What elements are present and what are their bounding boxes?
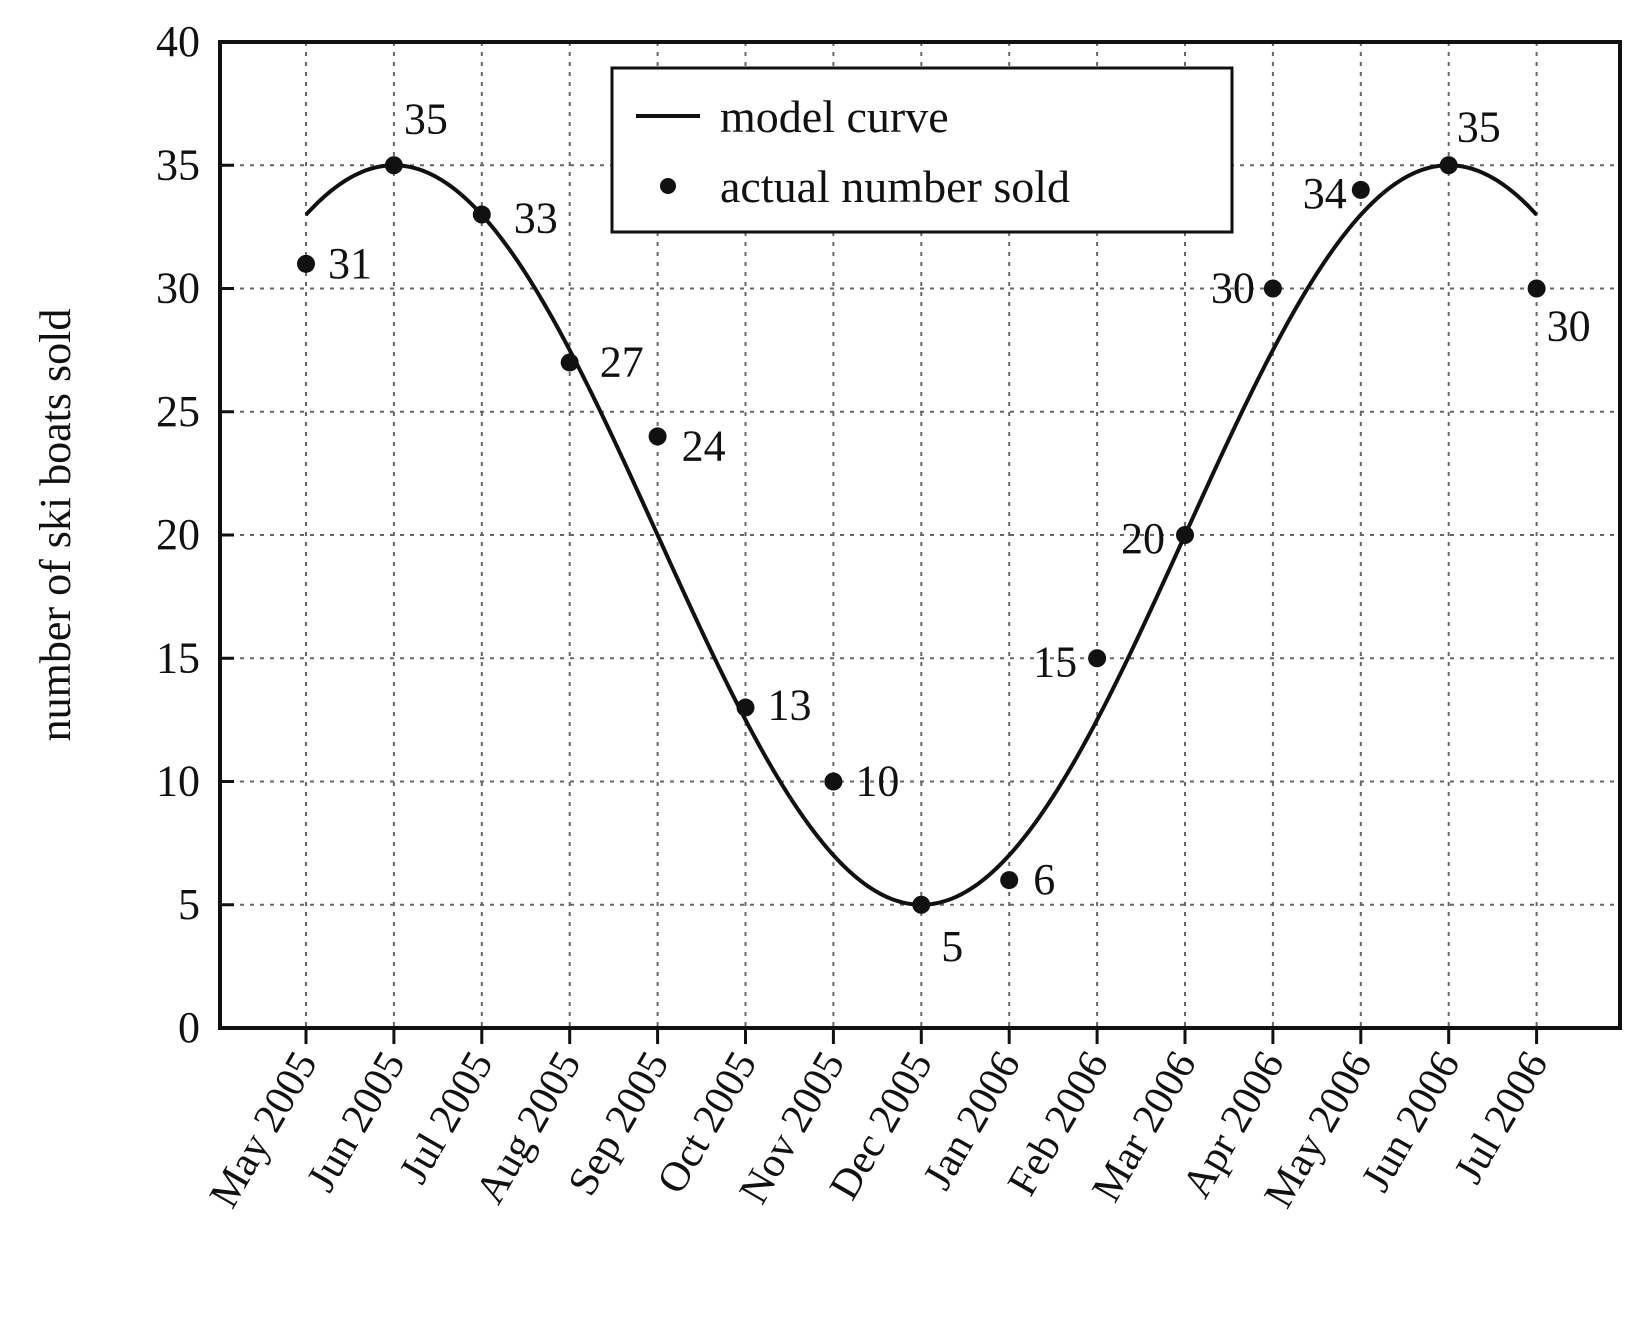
data-label: 20 bbox=[1121, 514, 1165, 563]
y-tick-label: 10 bbox=[156, 757, 200, 806]
data-point bbox=[824, 772, 843, 791]
data-points: 31 35 33 27 24 13 10 5 6 15 20 30 34 35 30 bbox=[297, 94, 1591, 971]
data-point bbox=[297, 254, 315, 273]
y-tick-label: 25 bbox=[156, 387, 200, 436]
data-label: 6 bbox=[1033, 855, 1055, 904]
data-point bbox=[472, 205, 491, 224]
y-tick-label: 35 bbox=[156, 140, 200, 189]
data-point bbox=[1527, 279, 1546, 298]
data-point bbox=[1439, 156, 1458, 175]
data-point bbox=[1000, 871, 1019, 890]
data-label: 13 bbox=[768, 681, 812, 730]
data-point bbox=[1176, 526, 1194, 544]
data-point bbox=[384, 156, 403, 175]
data-point bbox=[1263, 279, 1282, 298]
data-point bbox=[1351, 180, 1370, 199]
y-tick-label: 30 bbox=[156, 264, 200, 313]
data-point bbox=[736, 698, 755, 717]
data-label: 5 bbox=[941, 922, 963, 971]
data-point bbox=[560, 353, 579, 372]
data-label: 31 bbox=[328, 239, 372, 288]
y-tick-label: 40 bbox=[156, 17, 200, 66]
data-label: 33 bbox=[514, 194, 558, 243]
legend-box bbox=[610, 66, 1234, 234]
y-axis-label: number of ski boats sold bbox=[31, 309, 80, 742]
data-point bbox=[648, 427, 667, 446]
y-axis-ticks: 0 5 10 15 20 25 30 35 40 bbox=[156, 17, 234, 1052]
data-label: 34 bbox=[1303, 169, 1347, 218]
data-label: 35 bbox=[1457, 102, 1501, 151]
y-tick-label: 20 bbox=[156, 510, 200, 559]
legend-dot-swatch bbox=[660, 178, 676, 194]
data-label: 27 bbox=[600, 337, 644, 386]
legend: model curve actual number sold bbox=[610, 66, 1234, 234]
data-point bbox=[1088, 649, 1107, 668]
data-label: 30 bbox=[1547, 302, 1591, 351]
y-tick-label: 5 bbox=[178, 880, 200, 929]
data-point bbox=[912, 895, 931, 914]
x-tick-label: May 2005 bbox=[201, 1044, 327, 1216]
legend-label-model-curve: model curve bbox=[720, 91, 949, 142]
legend-label-actual-number-sold: actual number sold bbox=[720, 161, 1070, 212]
data-label: 24 bbox=[682, 421, 726, 470]
y-tick-label: 15 bbox=[156, 633, 200, 682]
data-label: 10 bbox=[855, 757, 899, 806]
data-label: 35 bbox=[404, 94, 448, 143]
data-label: 15 bbox=[1033, 637, 1077, 686]
y-tick-label: 0 bbox=[178, 1003, 200, 1052]
data-label: 30 bbox=[1211, 264, 1255, 313]
